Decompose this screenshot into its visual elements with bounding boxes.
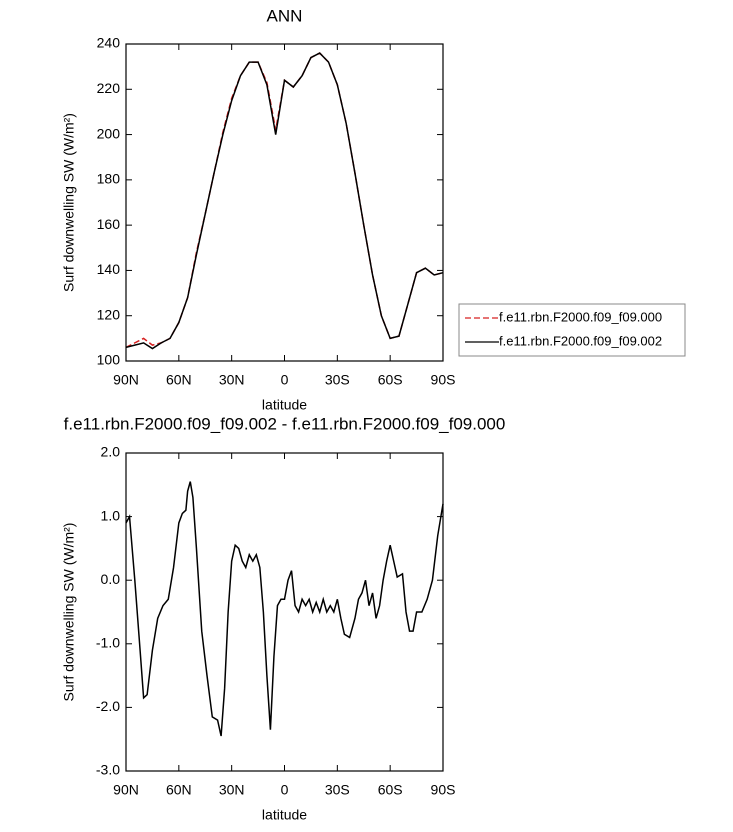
legend-box xyxy=(458,303,686,357)
y-axis-label: Surf downwelling SW (W/m²) xyxy=(61,113,77,292)
y-tick-label: 100 xyxy=(97,352,121,368)
x-axis-label: latitude xyxy=(262,807,307,823)
y-tick-label: 1.0 xyxy=(101,507,121,523)
x-tick-label: 90N xyxy=(113,782,139,798)
x-tick-label: 60N xyxy=(166,372,192,388)
x-tick-label: 30N xyxy=(219,372,245,388)
plot-frame xyxy=(125,452,444,772)
x-tick-label: 30N xyxy=(219,782,245,798)
chart-title: ANN xyxy=(267,6,303,25)
x-tick-label: 90S xyxy=(431,372,456,388)
x-tick-label: 60S xyxy=(378,782,403,798)
data-line xyxy=(125,52,444,350)
legend-label: f.e11.rbn.F2000.f09_f09.000 xyxy=(499,309,662,324)
y-tick-label: 240 xyxy=(97,35,121,51)
y-tick-label: -2.0 xyxy=(96,698,120,714)
y-tick-label: 160 xyxy=(97,216,121,232)
legend: f.e11.rbn.F2000.f09_f09.000 f.e11.rbn.F20… xyxy=(458,303,686,357)
y-tick-label: -1.0 xyxy=(96,635,120,651)
y-tick-label: 120 xyxy=(97,306,121,322)
data-line xyxy=(125,52,444,349)
y-tick-label: 180 xyxy=(97,171,121,187)
x-tick-label: 30S xyxy=(325,782,350,798)
y-tick-label: -3.0 xyxy=(96,762,120,778)
x-tick-label: 30S xyxy=(325,372,350,388)
chart-title: f.e11.rbn.F2000.f09_f09.002 - f.e11.rbn.… xyxy=(64,414,506,433)
x-tick-label: 90S xyxy=(431,782,456,798)
data-line xyxy=(125,481,444,737)
y-tick-label: 0.0 xyxy=(101,571,121,587)
y-axis-label: Surf downwelling SW (W/m²) xyxy=(61,523,77,702)
x-tick-label: 0 xyxy=(281,372,289,388)
x-tick-label: 60S xyxy=(378,372,403,388)
y-tick-label: 220 xyxy=(97,80,121,96)
y-tick-label: 2.0 xyxy=(101,444,121,460)
x-tick-label: 0 xyxy=(281,782,289,798)
x-axis-label: latitude xyxy=(262,397,307,413)
x-tick-label: 60N xyxy=(166,782,192,798)
plot-frame xyxy=(125,43,444,362)
y-tick-label: 140 xyxy=(97,261,121,277)
y-tick-label: 200 xyxy=(97,125,121,141)
x-tick-label: 90N xyxy=(113,372,139,388)
legend-label: f.e11.rbn.F2000.f09_f09.002 xyxy=(499,333,662,348)
